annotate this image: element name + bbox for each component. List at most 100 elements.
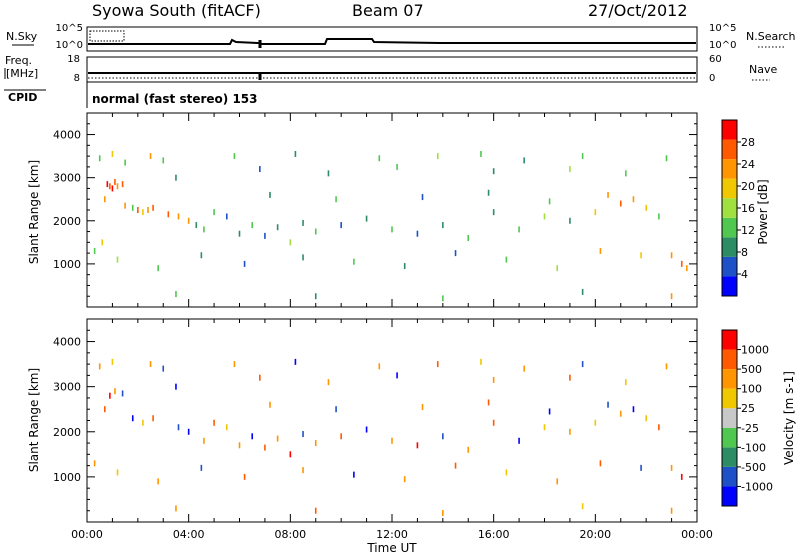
power-point <box>340 222 342 229</box>
power-point <box>276 224 279 231</box>
power-colorbar-segment <box>722 120 737 140</box>
power-point <box>365 215 368 222</box>
velocity-point <box>670 507 673 514</box>
velocity-plot-frame <box>86 318 698 523</box>
power-point <box>93 247 96 254</box>
power-colorbar-tick-label: 24 <box>741 158 755 171</box>
velocity-point <box>569 428 571 435</box>
velocity-point <box>378 363 381 370</box>
power-colorbar-tick-label: 28 <box>741 136 755 149</box>
velocity-point <box>391 437 393 444</box>
power-point <box>581 153 584 160</box>
x-tick-label: 16:00 <box>478 528 510 541</box>
power-point <box>294 150 297 157</box>
power-x-ticks <box>86 113 698 307</box>
power-point <box>599 247 602 254</box>
power-point <box>518 226 520 233</box>
velocity-point <box>175 505 177 512</box>
velocity-point <box>480 358 482 365</box>
velocity-y-tick-label: 4000 <box>53 336 81 349</box>
velocity-point <box>103 406 106 413</box>
nave-label: Nave <box>749 63 777 76</box>
power-point <box>175 291 177 298</box>
power-point <box>569 217 571 224</box>
velocity-colorbar-tick-label: 100 <box>741 383 762 396</box>
velocity-point <box>200 464 203 471</box>
power-point <box>142 209 144 216</box>
power-colorbar-tick-label: 20 <box>741 180 755 193</box>
velocity-point <box>131 415 134 422</box>
x-tick-label: 00:00 <box>71 528 103 541</box>
power-plot-frame <box>86 112 698 308</box>
velocity-data-points <box>93 358 683 516</box>
power-point <box>619 200 622 207</box>
power-point <box>121 181 124 188</box>
nsky-tick-top: 10^5 <box>56 23 83 34</box>
power-point <box>149 153 152 160</box>
velocity-colorbar-frame <box>721 329 738 507</box>
velocity-point <box>93 460 96 467</box>
power-point <box>416 230 419 237</box>
velocity-point <box>619 410 622 417</box>
x-tick-label: 12:00 <box>376 528 408 541</box>
station-title: Syowa South (fitACF) <box>92 1 261 20</box>
velocity-point <box>523 365 525 372</box>
velocity-colorbar-tick-label: -1000 <box>741 480 773 493</box>
power-point <box>114 178 116 185</box>
power-y-tick-label: 1000 <box>53 258 81 271</box>
power-point <box>137 207 139 213</box>
velocity-colorbar-segment <box>722 388 737 409</box>
velocity-colorbar-label: Velocity [m s-1] <box>782 371 796 465</box>
velocity-point <box>492 419 495 426</box>
power-point <box>116 256 119 263</box>
velocity-point <box>142 419 144 426</box>
velocity-point <box>543 424 546 431</box>
velocity-point <box>294 358 297 365</box>
velocity-point <box>327 379 330 386</box>
power-point <box>492 168 495 175</box>
velocity-point <box>157 478 159 485</box>
velocity-point <box>581 503 584 510</box>
x-tick-label: 08:00 <box>274 528 306 541</box>
velocity-point <box>116 469 119 476</box>
nsky-label: N.Sky <box>6 30 38 43</box>
velocity-point <box>111 358 114 365</box>
nsky-tick-bottom: 10^0 <box>56 40 83 51</box>
power-point <box>670 293 673 300</box>
x-axis-label: Time UT <box>366 541 417 554</box>
power-point <box>640 252 642 259</box>
power-point <box>335 196 337 203</box>
velocity-point <box>335 406 337 413</box>
velocity-point <box>152 415 154 422</box>
velocity-point <box>442 433 444 440</box>
velocity-y-ticks: 1000 2000 3000 4000 <box>53 318 697 523</box>
freq-label-line2: [MHz] <box>6 67 38 80</box>
velocity-point <box>109 392 111 399</box>
velocity-point <box>403 476 406 483</box>
velocity-point <box>243 473 246 480</box>
power-point <box>269 191 271 198</box>
freq-tick-bottom: 8 <box>74 73 80 84</box>
power-point <box>203 226 205 233</box>
power-point <box>124 159 126 166</box>
velocity-point <box>594 419 597 426</box>
velocity-point <box>556 478 559 485</box>
power-y-axis-label: Slant Range [km] <box>27 160 41 264</box>
power-point <box>225 213 228 220</box>
power-colorbar-tick-label: 16 <box>741 202 755 215</box>
velocity-point <box>203 437 205 444</box>
velocity-point <box>548 408 551 415</box>
velocity-colorbar-tick-label: 1000 <box>741 344 769 357</box>
power-point <box>157 265 159 272</box>
power-point <box>124 202 126 209</box>
power-y-tick-label: 4000 <box>53 129 81 142</box>
power-point <box>200 252 203 259</box>
velocity-point <box>98 363 101 370</box>
power-colorbar-segment <box>722 198 737 218</box>
velocity-point <box>467 446 470 453</box>
velocity-point <box>454 462 457 469</box>
velocity-colorbar-segment <box>722 486 737 506</box>
power-point <box>548 198 551 205</box>
nave-tick-top: 60 <box>709 54 722 65</box>
velocity-point <box>340 433 342 440</box>
